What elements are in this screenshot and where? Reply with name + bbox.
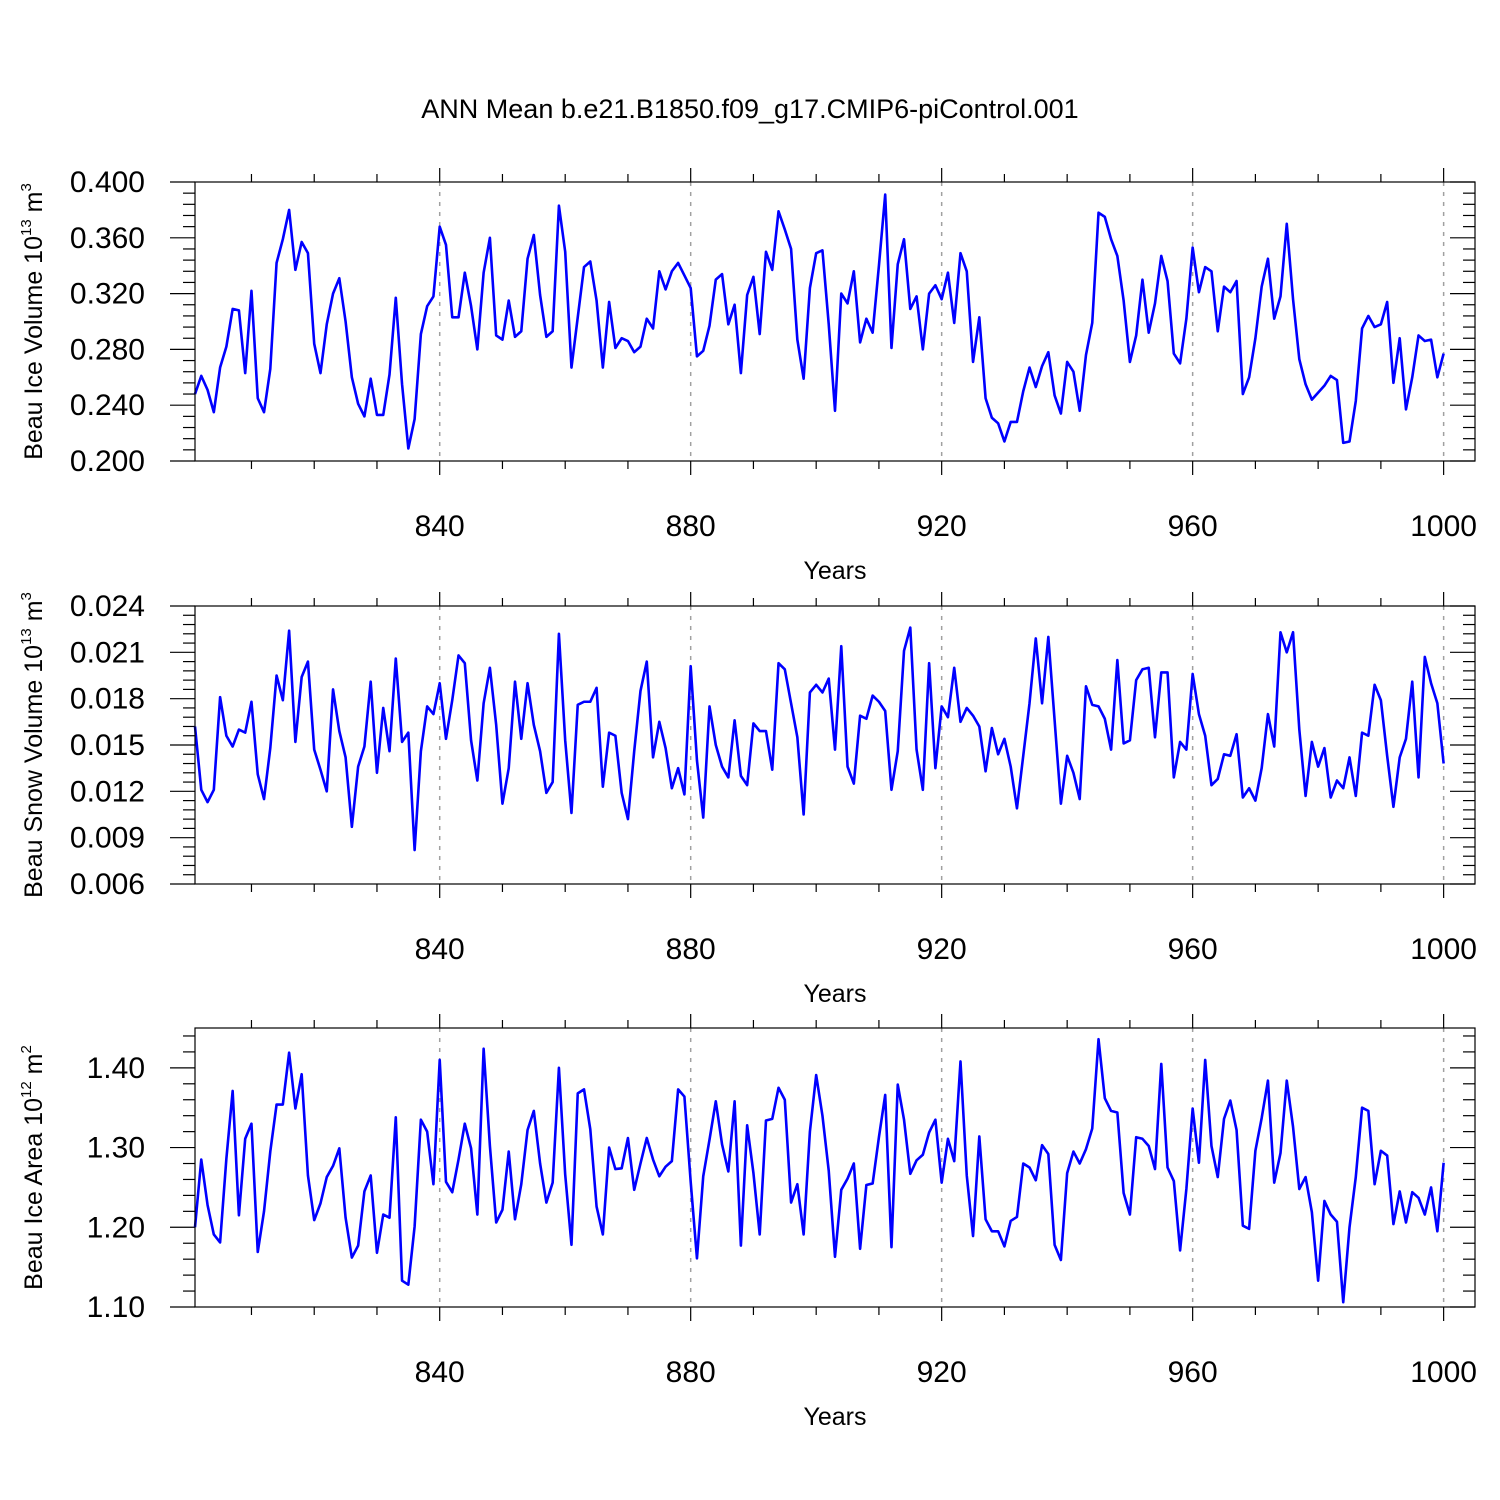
plot-frame [194,1027,1476,1308]
y-axis-label-text: Beau Ice Area 10 [20,1098,48,1290]
y-tick-label: 0.015 [70,729,145,762]
x-tick-label: 920 [917,510,967,543]
x-tick-label: 880 [666,510,716,543]
x-tick-label: 920 [917,1356,967,1389]
x-tick-label: 880 [666,1356,716,1389]
panel-3: 1.10 1.20 1.30 1.40 840 880 920 960 1000 Years Bea… [18,1014,1477,1431]
y-tick-label: 0.400 [70,166,145,199]
chart-title: ANN Mean b.e21.B1850.f09_g17.CMIP6-piCon… [421,94,1078,124]
x-tick-label: 840 [415,933,465,966]
x-tick-label: 960 [1168,510,1218,543]
y-tick-label: 0.009 [70,822,145,855]
y-axis-label-text: m [20,192,48,220]
x-tick-label: 960 [1168,933,1218,966]
x-tick-label: 840 [415,510,465,543]
panel-1: 0.200 0.240 0.280 0.320 0.360 0.400 840 880 920 9… [18,166,1477,585]
y-tick-label: 1.20 [87,1211,145,1244]
y-axis-label-text: m [20,600,48,628]
y-axis-label-text: Beau Ice Volume 10 [20,236,48,460]
y-axis-label-superscript: 3 [18,592,35,600]
y-tick-label: 0.320 [70,278,145,311]
y-axis-label: Beau Ice Area 1012 m2 [18,1045,48,1290]
y-axis-label-superscript: 13 [18,219,35,236]
x-tick-label: 1000 [1410,933,1477,966]
y-tick-label: 0.012 [70,775,145,808]
y-axis-label-text: m [20,1054,48,1082]
y-axis-label-superscript: 3 [18,183,35,191]
x-tick-label: 1000 [1410,510,1477,543]
x-tick-label: 840 [415,1356,465,1389]
y-axis-label: Beau Ice Volume 1013 m3 [18,183,48,460]
y-tick-label: 0.280 [70,333,145,366]
x-axis-label: Years [803,1403,866,1431]
y-tick-label: 1.10 [87,1291,145,1324]
y-tick-label: 1.30 [87,1132,145,1165]
x-tick-label: 960 [1168,1356,1218,1389]
y-tick-label: 0.240 [70,389,145,422]
y-tick-label: 1.40 [87,1052,145,1085]
x-axis-label: Years [803,557,866,585]
y-axis-label-superscript: 12 [18,1081,35,1098]
y-tick-label: 0.006 [70,868,145,901]
chart-panels: 0.200 0.240 0.280 0.320 0.360 0.400 840 880 920 9… [18,166,1477,1431]
series-line [193,626,1445,852]
plot-frame [194,605,1476,885]
y-tick-label: 0.024 [70,590,145,623]
y-tick-label: 0.021 [70,636,145,669]
y-tick-label: 0.360 [70,222,145,255]
panel-2: 0.006 0.009 0.012 0.015 0.018 0.021 0.024 840 88… [18,590,1477,1008]
series-line [193,193,1445,450]
series-line [193,1037,1445,1304]
y-axis-label-text: Beau Snow Volume 10 [20,645,48,898]
plot-frame [194,181,1476,462]
y-axis-label-superscript: 2 [18,1045,35,1053]
y-axis-label-superscript: 13 [18,628,35,645]
y-tick-label: 0.200 [70,445,145,478]
x-tick-label: 920 [917,933,967,966]
x-tick-label: 880 [666,933,716,966]
y-axis-label: Beau Snow Volume 1013 m3 [18,592,48,898]
x-tick-label: 1000 [1410,1356,1477,1389]
x-axis-label: Years [803,980,866,1008]
y-tick-label: 0.018 [70,683,145,716]
